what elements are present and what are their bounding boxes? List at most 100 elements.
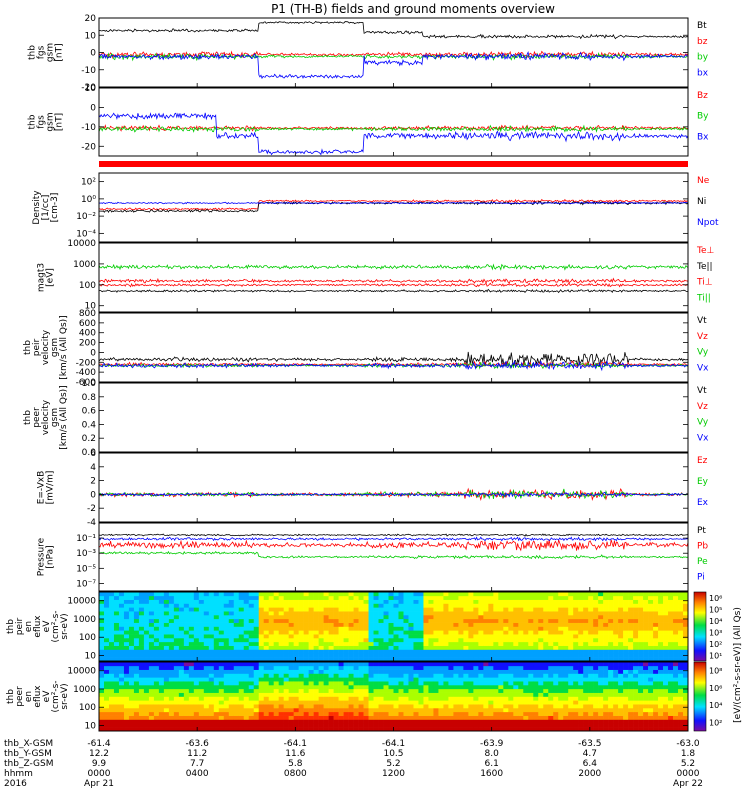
- spectrogram-cell: [583, 673, 589, 678]
- spectrogram-cell: [513, 611, 519, 616]
- spectrogram-cell: [623, 665, 629, 670]
- spectrogram-cell: [168, 641, 175, 646]
- spectrogram-cell: [558, 696, 564, 701]
- spectrogram-cell: [228, 711, 235, 716]
- spectrogram-cell: [188, 723, 195, 728]
- spectrogram-cell: [618, 607, 624, 612]
- spectrogram-cell: [118, 685, 125, 690]
- spectrogram-cell: [373, 634, 379, 639]
- spectrogram-cell: [413, 708, 419, 713]
- spectrogram-cell: [118, 677, 125, 682]
- series-line-p1-0: [98, 20, 689, 40]
- spectrogram-cell: [503, 727, 509, 732]
- spectrogram-cell: [313, 630, 319, 635]
- spectrogram-cell: [358, 599, 364, 604]
- spectrogram-cell: [183, 626, 190, 631]
- spectrogram-cell: [428, 641, 434, 646]
- spectrogram-cell: [123, 673, 130, 678]
- spectrogram-cell: [493, 715, 499, 720]
- spectrogram-cell: [463, 641, 469, 646]
- spectrogram-cell: [603, 688, 609, 693]
- spectrogram-cell: [438, 618, 444, 623]
- y-tick-label: 10⁻³: [76, 549, 96, 559]
- spectrogram-cell: [228, 607, 235, 612]
- spectrogram-cell: [648, 592, 654, 597]
- spectrogram-cell: [543, 704, 549, 709]
- spectrogram-cell: [638, 630, 644, 635]
- spectrogram-cell: [338, 649, 344, 654]
- spectrogram-cell: [348, 615, 354, 620]
- colorbar-tick-label: 10⁶: [709, 684, 722, 693]
- spectrogram-cell: [178, 618, 185, 623]
- spectrogram-cell: [468, 692, 474, 697]
- spectrogram-cell: [288, 688, 294, 693]
- spectrogram-cell: [663, 727, 669, 732]
- spectrogram-cell: [138, 708, 145, 713]
- spectrogram-cell: [443, 696, 449, 701]
- spectrogram-cell: [138, 700, 145, 705]
- spectrogram-cell: [103, 708, 110, 713]
- spectrogram-cell: [298, 607, 304, 612]
- spectrogram-cell: [128, 607, 135, 612]
- spectrogram-cell: [668, 638, 674, 643]
- spectrogram-cell: [483, 700, 489, 705]
- spectrogram-cell: [203, 677, 210, 682]
- spectrogram-cell: [288, 603, 294, 608]
- spectrogram-cell: [293, 615, 299, 620]
- spectrogram-cell: [443, 673, 449, 678]
- spectrogram-cell: [578, 685, 584, 690]
- spectrogram-cell: [683, 630, 689, 635]
- spectrogram-cell: [578, 653, 584, 658]
- spectrogram-cell: [253, 599, 260, 604]
- spectrogram-cell: [533, 634, 539, 639]
- spectrogram-cell: [658, 708, 664, 713]
- spectrogram-cell: [268, 615, 274, 620]
- spectrogram-cell: [308, 669, 314, 674]
- spectrogram-cell: [493, 696, 499, 701]
- spectrogram-cell: [668, 603, 674, 608]
- spectrogram-cell: [663, 603, 669, 608]
- spectrogram-cell: [283, 626, 289, 631]
- spectrogram-cell: [278, 715, 284, 720]
- spectrogram-cell: [613, 696, 619, 701]
- spectrogram-cell: [363, 622, 369, 627]
- spectrogram-cell: [653, 638, 659, 643]
- spectrogram-cell: [138, 688, 145, 693]
- spectrogram-cell: [548, 696, 554, 701]
- spectrogram-cell: [118, 607, 125, 612]
- spectrogram-cell: [533, 723, 539, 728]
- spectrogram-cell: [338, 704, 344, 709]
- spectrogram-cell: [223, 727, 230, 732]
- spectrogram-cell: [173, 653, 180, 658]
- spectrogram-cell: [618, 662, 624, 667]
- panel-frame: [98, 172, 689, 243]
- spectrogram-cell: [453, 607, 459, 612]
- spectrogram-cell: [468, 641, 474, 646]
- spectrogram-cell: [183, 688, 190, 693]
- spectrogram-cell: [553, 599, 559, 604]
- spectrogram-cell: [293, 673, 299, 678]
- spectrogram-cell: [103, 653, 110, 658]
- spectrogram-cell: [593, 603, 599, 608]
- spectrogram-cell: [503, 700, 509, 705]
- spectrogram-cell: [588, 715, 594, 720]
- spectrogram-cell: [99, 592, 105, 597]
- spectrogram-cell: [298, 662, 304, 667]
- spectrogram-cell: [243, 719, 250, 724]
- spectrogram-cell: [683, 649, 689, 654]
- spectrogram-cell: [218, 711, 225, 716]
- spectrogram-cell: [488, 645, 494, 650]
- spectrogram-cell: [163, 662, 170, 667]
- spectrogram-cell: [443, 723, 449, 728]
- spectrogram-cell: [158, 719, 165, 724]
- spectrogram-cell: [658, 727, 664, 732]
- spectrogram-cell: [473, 630, 479, 635]
- spectrogram-cell: [158, 723, 165, 728]
- spectrogram-cell: [673, 665, 679, 670]
- spectrogram-cell: [238, 645, 245, 650]
- spectrogram-cell: [493, 711, 499, 716]
- spectrogram-cell: [568, 711, 574, 716]
- spectrogram-cell: [123, 723, 130, 728]
- spectrogram-cell: [99, 727, 105, 732]
- spectrogram-cell: [453, 711, 459, 716]
